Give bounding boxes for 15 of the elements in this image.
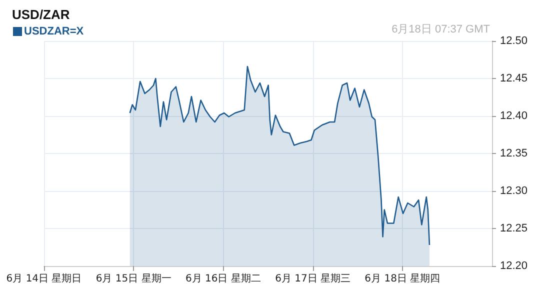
text: 6月18日 07:37 GMT [392, 24, 490, 36]
x-tick-label: 6月 16日 星期二 [185, 272, 261, 284]
y-tick-label: 12.45 [500, 72, 528, 84]
y-tick-label: 12.30 [500, 185, 528, 197]
y-tick-label: 12.40 [500, 110, 528, 122]
chart-title: USD/ZAR [12, 7, 70, 22]
y-tick-label: 12.25 [500, 222, 528, 234]
legend-label: USDZAR=X [24, 26, 84, 38]
x-tick-label: 6月 14日 星期日 [6, 272, 82, 284]
y-tick-label: 12.35 [500, 148, 528, 160]
x-tick-label: 6月 15日 星期一 [96, 272, 172, 284]
y-tick-label: 12.20 [500, 260, 528, 272]
x-tick-label: 6月 17日 星期三 [275, 272, 351, 284]
x-tick-label: 6月 18日 星期四 [364, 272, 440, 284]
y-tick-label: 12.50 [500, 35, 528, 47]
